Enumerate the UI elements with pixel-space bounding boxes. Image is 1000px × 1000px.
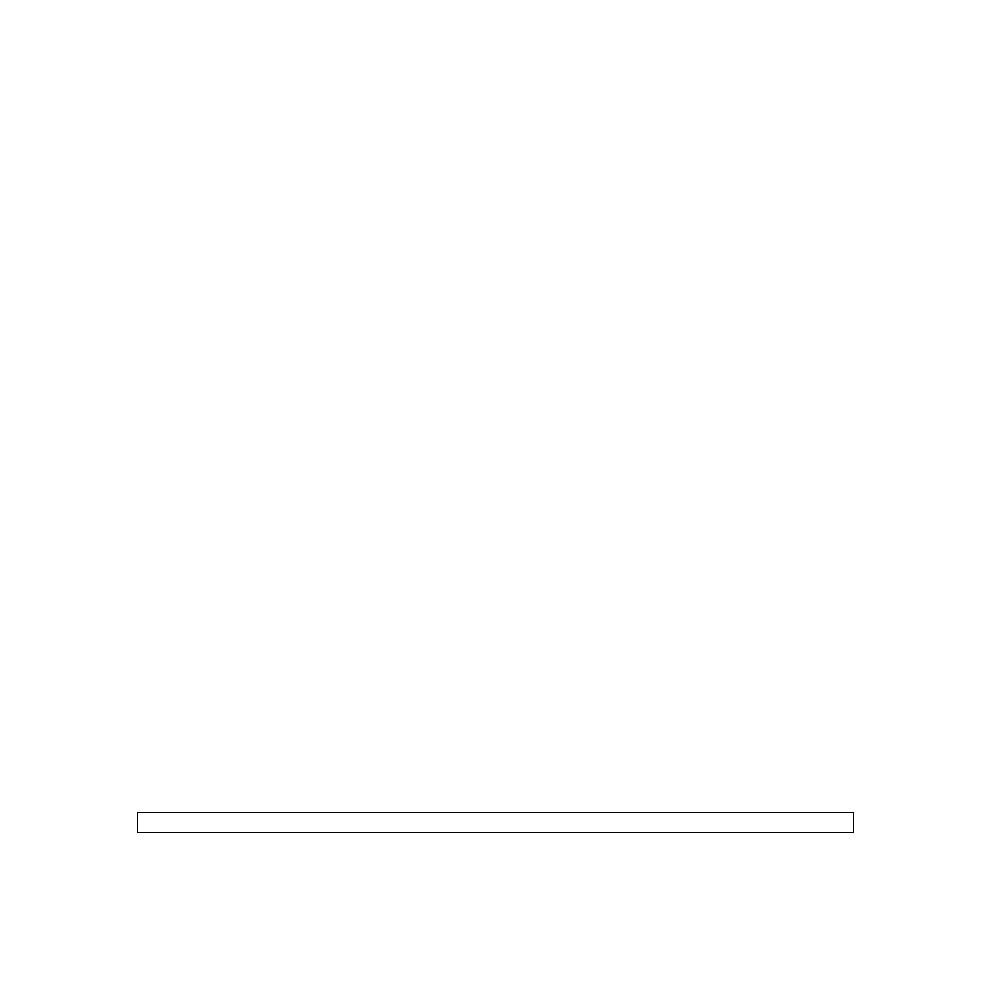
chart-subtitle bbox=[0, 58, 1000, 74]
section-plot-canvas bbox=[90, 105, 935, 723]
colorbar bbox=[137, 812, 854, 833]
